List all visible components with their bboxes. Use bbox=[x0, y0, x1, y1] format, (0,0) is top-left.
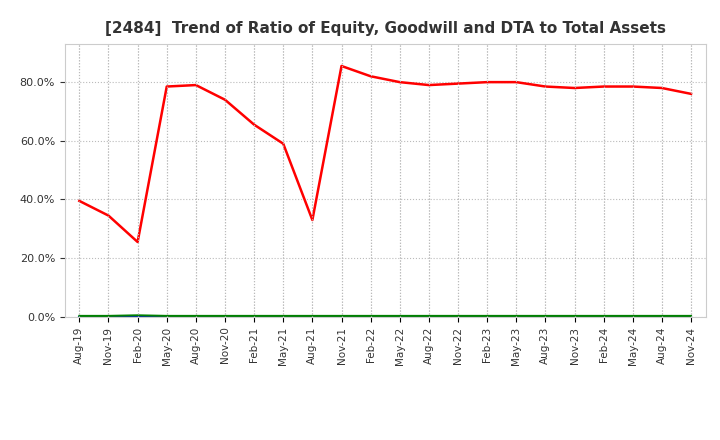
Equity bbox=[366, 73, 375, 79]
Deferred Tax Assets bbox=[425, 313, 433, 319]
Goodwill bbox=[104, 314, 113, 319]
Equity bbox=[570, 85, 579, 91]
Deferred Tax Assets bbox=[220, 313, 229, 319]
Deferred Tax Assets bbox=[454, 313, 462, 319]
Equity bbox=[337, 63, 346, 69]
Equity bbox=[599, 84, 608, 89]
Goodwill bbox=[163, 314, 171, 319]
Goodwill bbox=[657, 314, 666, 319]
Goodwill bbox=[599, 314, 608, 319]
Equity bbox=[483, 80, 492, 85]
Equity bbox=[657, 85, 666, 91]
Equity bbox=[541, 84, 550, 89]
Goodwill bbox=[279, 314, 287, 319]
Goodwill bbox=[454, 314, 462, 319]
Equity bbox=[629, 84, 637, 89]
Deferred Tax Assets bbox=[657, 313, 666, 319]
Equity bbox=[454, 81, 462, 86]
Deferred Tax Assets bbox=[483, 313, 492, 319]
Equity bbox=[687, 91, 696, 96]
Goodwill bbox=[483, 314, 492, 319]
Deferred Tax Assets bbox=[308, 313, 317, 319]
Deferred Tax Assets bbox=[629, 313, 637, 319]
Equity bbox=[512, 80, 521, 85]
Line: Deferred Tax Assets: Deferred Tax Assets bbox=[79, 315, 691, 316]
Equity bbox=[279, 141, 287, 147]
Goodwill bbox=[133, 314, 142, 319]
Goodwill bbox=[250, 314, 258, 319]
Goodwill bbox=[629, 314, 637, 319]
Goodwill bbox=[192, 314, 200, 319]
Equity bbox=[192, 82, 200, 88]
Deferred Tax Assets bbox=[104, 313, 113, 319]
Deferred Tax Assets bbox=[512, 313, 521, 319]
Deferred Tax Assets bbox=[337, 313, 346, 319]
Goodwill bbox=[395, 314, 404, 319]
Goodwill bbox=[687, 314, 696, 319]
Goodwill bbox=[541, 314, 550, 319]
Deferred Tax Assets bbox=[75, 313, 84, 319]
Deferred Tax Assets bbox=[541, 313, 550, 319]
Deferred Tax Assets bbox=[163, 313, 171, 319]
Equity bbox=[163, 84, 171, 89]
Equity bbox=[250, 122, 258, 127]
Deferred Tax Assets bbox=[687, 313, 696, 319]
Deferred Tax Assets bbox=[279, 313, 287, 319]
Equity bbox=[104, 213, 113, 218]
Equity bbox=[395, 80, 404, 85]
Equity bbox=[308, 217, 317, 223]
Equity bbox=[220, 97, 229, 103]
Goodwill bbox=[512, 314, 521, 319]
Deferred Tax Assets bbox=[570, 313, 579, 319]
Goodwill bbox=[337, 314, 346, 319]
Goodwill bbox=[425, 314, 433, 319]
Goodwill bbox=[75, 314, 84, 319]
Equity bbox=[75, 198, 84, 204]
Goodwill bbox=[308, 314, 317, 319]
Equity bbox=[425, 82, 433, 88]
Deferred Tax Assets bbox=[395, 313, 404, 319]
Deferred Tax Assets bbox=[366, 313, 375, 319]
Deferred Tax Assets bbox=[133, 313, 142, 318]
Deferred Tax Assets bbox=[192, 313, 200, 319]
Deferred Tax Assets bbox=[599, 313, 608, 319]
Goodwill bbox=[220, 314, 229, 319]
Deferred Tax Assets bbox=[250, 313, 258, 319]
Goodwill bbox=[366, 314, 375, 319]
Title: [2484]  Trend of Ratio of Equity, Goodwill and DTA to Total Assets: [2484] Trend of Ratio of Equity, Goodwil… bbox=[104, 21, 666, 36]
Equity bbox=[133, 239, 142, 245]
Goodwill bbox=[570, 314, 579, 319]
Line: Equity: Equity bbox=[79, 66, 691, 242]
